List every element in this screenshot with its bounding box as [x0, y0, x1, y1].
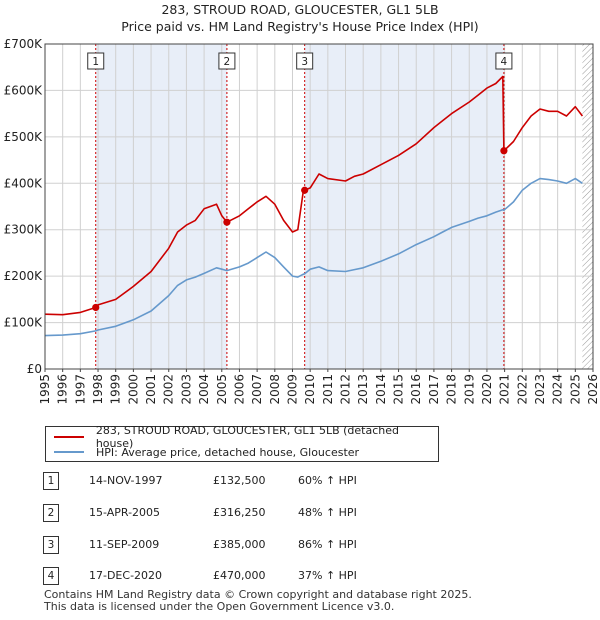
x-tick-label: 1998	[91, 374, 105, 405]
x-tick-label: 2014	[374, 374, 388, 405]
property-price-line	[44, 75, 584, 316]
x-tick-label: 2001	[144, 374, 158, 405]
hpi-line	[44, 177, 583, 337]
footer-copyright: Contains HM Land Registry data © Crown c…	[44, 588, 472, 601]
x-tick-label: 2018	[445, 374, 459, 405]
x-tick-label: 2007	[250, 374, 264, 405]
sale-date: 14-NOV-1997	[89, 474, 163, 487]
x-tick-label: 2012	[339, 374, 353, 405]
y-tick-label: £100K	[4, 316, 44, 330]
y-tick-label: £0	[27, 362, 42, 376]
x-tick-label: 2010	[303, 374, 317, 405]
ownership-shade	[95, 44, 227, 369]
x-tick-label: 2011	[321, 374, 335, 405]
x-tick-label: 2024	[551, 374, 565, 405]
x-tick-label: 2005	[215, 374, 229, 405]
table-row: 2 15-APR-2005 £316,250 48% ↑ HPI	[43, 504, 463, 522]
x-tick-label: 2021	[498, 374, 512, 405]
chart-title-line2: Price paid vs. HM Land Registry's House …	[121, 19, 479, 34]
sale-badge-box	[87, 52, 105, 70]
x-tick-label: 2002	[162, 374, 176, 405]
legend-swatch-property	[54, 436, 84, 438]
sale-price: £132,500	[213, 474, 266, 487]
sale-point	[223, 218, 231, 226]
sale-price: £385,000	[213, 538, 266, 551]
x-tick-label: 2009	[285, 374, 299, 405]
x-tick-label: 2003	[179, 374, 193, 405]
x-tick-label: 2013	[356, 374, 370, 405]
sale-badge-label: 4	[501, 56, 508, 68]
sale-price: £470,000	[213, 569, 266, 582]
sale-point	[301, 186, 309, 194]
y-tick-label: £200K	[4, 269, 44, 283]
sale-number-badge: 1	[43, 472, 59, 490]
legend-label-property: 283, STROUD ROAD, GLOUCESTER, GL1 5LB (d…	[95, 424, 400, 450]
table-row: 3 11-SEP-2009 £385,000 86% ↑ HPI	[43, 536, 463, 554]
x-tick-label: 2006	[232, 374, 246, 405]
sale-hpi-change: 37% ↑ HPI	[298, 569, 357, 582]
x-tick-label: 1996	[56, 374, 70, 405]
table-row: 1 14-NOV-1997 £132,500 60% ↑ HPI	[43, 472, 463, 490]
table-row: 4 17-DEC-2020 £470,000 37% ↑ HPI	[43, 567, 463, 585]
x-tick-label: 1995	[38, 374, 52, 405]
sale-point	[92, 303, 100, 312]
chart-legend: 283, STROUD ROAD, GLOUCESTER, GL1 5LB (d…	[45, 424, 439, 462]
y-tick-label: £500K	[4, 130, 44, 144]
sale-badge-label: 1	[92, 56, 99, 68]
legend-item-hpi: HPI: Average price, detached house, Glou…	[54, 445, 359, 459]
sale-badge-box	[495, 52, 513, 70]
sale-hpi-change: 86% ↑ HPI	[298, 538, 357, 551]
y-tick-label: £700K	[4, 37, 44, 51]
x-tick-label: 2019	[462, 374, 476, 405]
sale-number-badge: 3	[43, 536, 59, 554]
x-tick-label: 2000	[126, 374, 140, 405]
sale-badge-box	[296, 52, 314, 70]
ownership-shade	[304, 44, 504, 369]
sale-date: 15-APR-2005	[89, 506, 161, 519]
sale-badge-label: 2	[224, 56, 231, 68]
forecast-hatch	[582, 44, 593, 369]
plot-frame	[44, 43, 594, 370]
chart-title-line1: 283, STROUD ROAD, GLOUCESTER, GL1 5LB	[161, 2, 439, 17]
x-tick-label: 2016	[409, 374, 423, 405]
sale-hpi-change: 60% ↑ HPI	[298, 474, 357, 487]
x-tick-label: 1997	[73, 374, 87, 405]
y-tick-label: £300K	[4, 223, 44, 237]
x-tick-label: 2026	[586, 374, 600, 405]
sale-point	[500, 147, 508, 155]
sale-number-badge: 2	[43, 504, 59, 522]
sale-date: 11-SEP-2009	[89, 538, 160, 551]
sale-badge-label: 3	[301, 56, 308, 68]
x-tick-label: 2023	[533, 374, 547, 405]
legend-swatch-hpi	[54, 451, 84, 453]
sale-price: £316,250	[213, 506, 266, 519]
x-tick-label: 2020	[480, 374, 494, 405]
x-tick-label: 1999	[109, 374, 123, 405]
x-tick-label: 2015	[392, 374, 406, 405]
x-tick-label: 2004	[197, 374, 211, 405]
footer-licence: This data is licensed under the Open Gov…	[44, 600, 395, 613]
sale-hpi-change: 48% ↑ HPI	[298, 506, 357, 519]
sale-badge-box	[218, 52, 236, 70]
sale-number-badge: 4	[43, 567, 59, 585]
x-tick-label: 2025	[568, 374, 582, 405]
y-tick-label: £400K	[4, 176, 44, 190]
x-tick-label: 2008	[268, 374, 282, 405]
legend-label-hpi: HPI: Average price, detached house, Glou…	[96, 445, 360, 459]
price-chart: 1 2 3 4 £0 £100K £200K £300K £400K £500K £600K £700…	[4, 37, 600, 405]
sale-date: 17-DEC-2020	[89, 569, 163, 582]
x-tick-label: 2022	[515, 374, 529, 405]
legend-item-property: 283, STROUD ROAD, GLOUCESTER, GL1 5LB (d…	[54, 424, 438, 450]
x-tick-label: 2017	[427, 374, 441, 405]
y-tick-label: £600K	[4, 83, 44, 97]
